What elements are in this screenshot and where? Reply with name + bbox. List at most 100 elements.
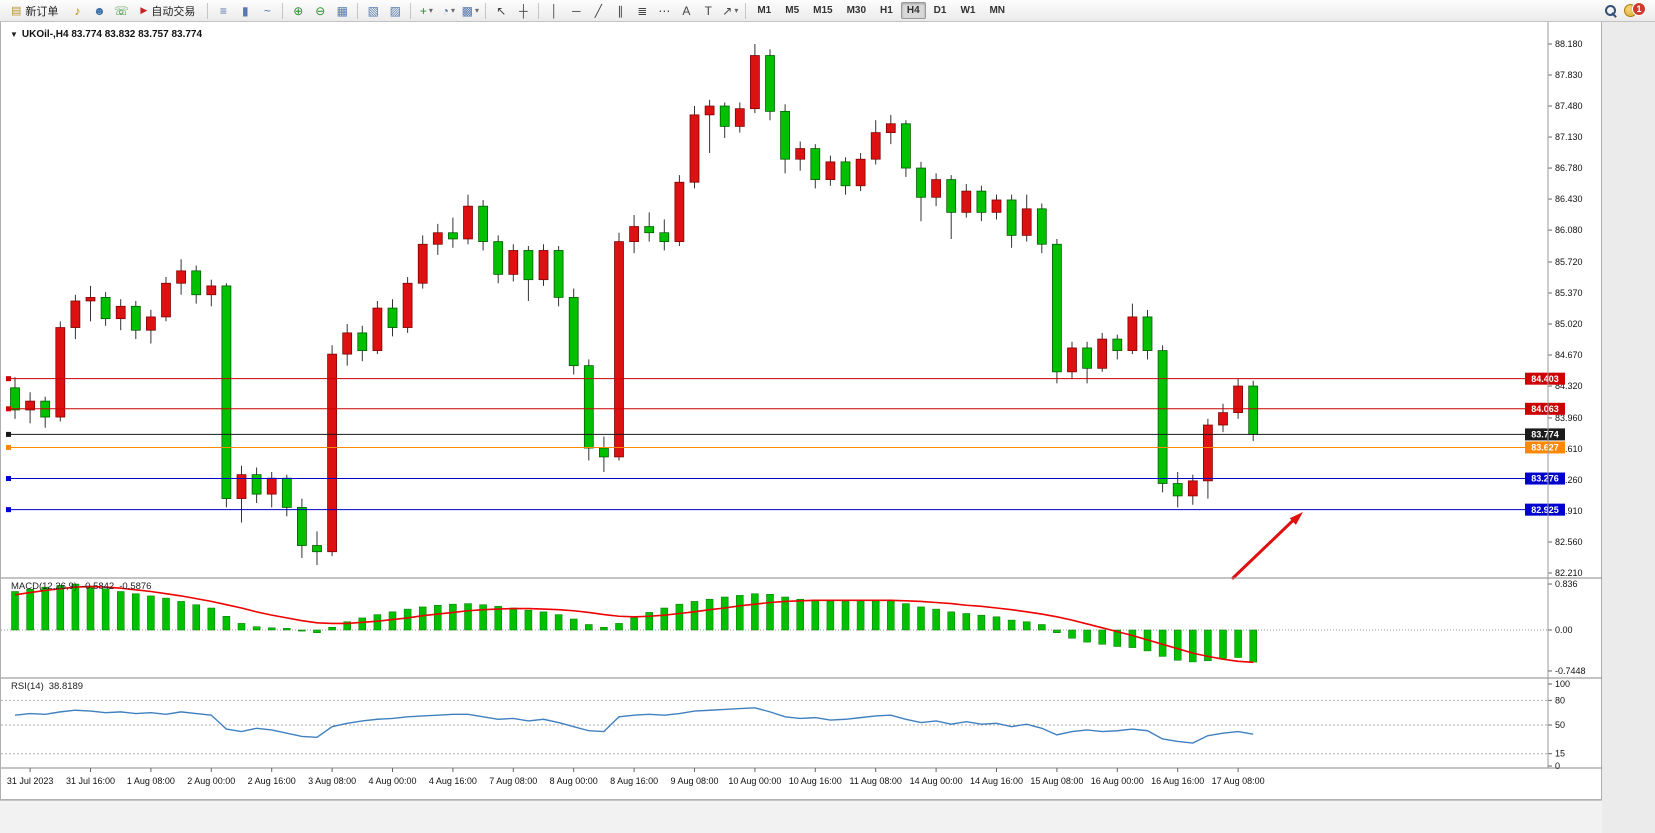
timeframe-mn-button[interactable]: MN [989,5,1005,16]
candle-body [629,226,639,242]
candle-body [704,105,715,116]
timeframe-h4-button[interactable]: H4 [900,2,926,19]
macd-histogram-bar [811,599,820,631]
toolbar-separator [538,2,540,19]
candle-body [327,353,337,553]
time-axis-label: 14 Aug 00:00 [910,776,963,786]
candle-body [870,132,881,160]
candle-body [1112,338,1123,351]
candle-body [191,270,202,296]
chart-window[interactable]: ▼ UKOil-,H4 83.774 83.832 83.757 83.774 … [0,22,1603,800]
timeframe-m15-button[interactable]: M15 [813,5,833,16]
price-level-badge [1525,441,1565,454]
text-tool-button[interactable]: A [682,3,691,18]
trend-arrow-annotation[interactable] [1231,512,1303,580]
search-icon[interactable] [1604,4,1618,18]
macd-histogram-bar [1249,629,1257,663]
candle-body [780,110,790,160]
zoom-in-button[interactable]: ⊕ [293,3,304,18]
macd-histogram-bar [1219,629,1227,659]
candle-body [251,474,262,495]
macd-histogram-bar [1007,619,1016,631]
candle-body [1172,483,1183,497]
horizontal-line-tool-button[interactable]: ─ [572,3,581,18]
timeframe-m1-button[interactable]: M1 [757,5,772,16]
macd-scale-label: -0.7448 [1555,666,1586,676]
line-chart-button[interactable]: ~ [263,3,271,18]
toolbar-separator [410,2,412,19]
macd-value-signal: -0.5876 [119,581,152,592]
notifications-button[interactable]: 1 [1624,1,1646,20]
trendline-tool-button[interactable]: ╱ [594,3,602,18]
line-handle[interactable] [6,406,11,412]
candle-body [583,365,594,449]
auto-arrange-button[interactable]: ▧ [367,3,379,18]
price-tick-label: 88.180 [1555,39,1583,49]
timeframe-d1-button[interactable]: D1 [933,5,947,16]
vertical-line-tool-button[interactable]: │ [550,3,559,18]
fibonacci-tool-button[interactable]: ≣ [637,3,648,18]
candlestick-chart-button[interactable]: ▮ [242,3,249,18]
timeframe-h1-button[interactable]: H1 [880,5,893,16]
line-handle[interactable] [6,444,11,450]
candle-body [1218,412,1228,426]
template-button[interactable]: ▩ ▾ [460,2,480,20]
align-charts-button[interactable]: ▨ [389,3,401,18]
arrow-tools-button[interactable]: ↗ ▾ [720,2,740,20]
time-axis[interactable]: 31 Jul 2023 31 Jul 16:00 1 Aug 08:00 2 Aug … [7,768,1265,786]
timeframe-w1-button[interactable]: W1 [960,5,976,16]
auto-trading-button[interactable]: ▶ 自动交易 [133,2,202,20]
line-handle[interactable] [6,376,11,382]
arrow-icon: ↗ [722,3,733,18]
timeframe-m5-button[interactable]: M5 [785,5,800,16]
candle-body [115,305,126,320]
channel-tool-button[interactable]: ∥ [617,3,624,18]
tile-windows-button[interactable]: ▦ [336,3,348,18]
support-phone-icon[interactable]: ☏ [113,3,129,18]
macd-histogram-bar [434,605,442,631]
line-handle[interactable] [6,431,11,437]
candle-body [372,307,383,351]
macd-scale-label: 0.836 [1555,579,1578,589]
candle-body [523,250,534,281]
line-handle[interactable] [6,476,11,482]
toolbar-separator [357,2,359,19]
price-axis[interactable]: 88.180 87.830 87.480 87.130 86.780 86.430 86.0… [1548,39,1583,578]
macd-histogram-bar [418,606,427,631]
macd-histogram-bar [1173,629,1182,661]
candle-body [478,205,488,242]
line-handle[interactable] [6,507,11,513]
community-icon[interactable]: ☻ [93,3,106,18]
cursor-tool-button[interactable]: ↖ [496,3,507,18]
new-order-button[interactable]: ▤ 新订单 [4,2,65,20]
symbol-dropdown-icon[interactable]: ▼ [10,30,18,39]
macd-histogram-bar [1204,629,1212,662]
chart-canvas[interactable]: 88.180 87.830 87.480 87.130 86.780 86.430 86.0… [1,22,1603,800]
window-right-margin [1602,22,1655,833]
pane-dividers [1,22,1603,769]
candle-body [297,507,307,546]
macd-histogram-bar [56,585,65,631]
time-axis-label: 31 Jul 2023 [7,776,54,786]
timeframe-m30-button[interactable]: M30 [846,5,867,16]
candle-body [855,158,866,187]
more-tools-button[interactable]: ⋯ [658,3,671,18]
macd-histogram-bar [116,591,125,631]
zoom-out-button[interactable]: ⊖ [315,3,326,18]
bar-chart-button[interactable]: ≡ [219,3,227,18]
macd-histogram-bar [615,623,623,631]
add-indicator-button[interactable]: + ▾ [416,2,436,20]
label-tool-button[interactable]: T [704,3,712,18]
macd-histogram-bar [192,604,200,631]
candle-body [901,123,911,169]
macd-histogram-bar [675,603,684,631]
auto-trading-label: 自动交易 [151,5,196,18]
candle-body [266,477,277,495]
period-selector-button[interactable]: ◔ ▾ [438,2,458,20]
sound-alert-icon[interactable]: ♪ [74,3,81,18]
crosshair-tool-button[interactable]: ┼ [519,3,528,18]
macd-histogram-bar [1098,629,1106,645]
macd-signal-line [14,585,1254,664]
notification-badge: 1 [1632,1,1646,16]
macd-name: MACD(12,26,9) [11,581,77,592]
